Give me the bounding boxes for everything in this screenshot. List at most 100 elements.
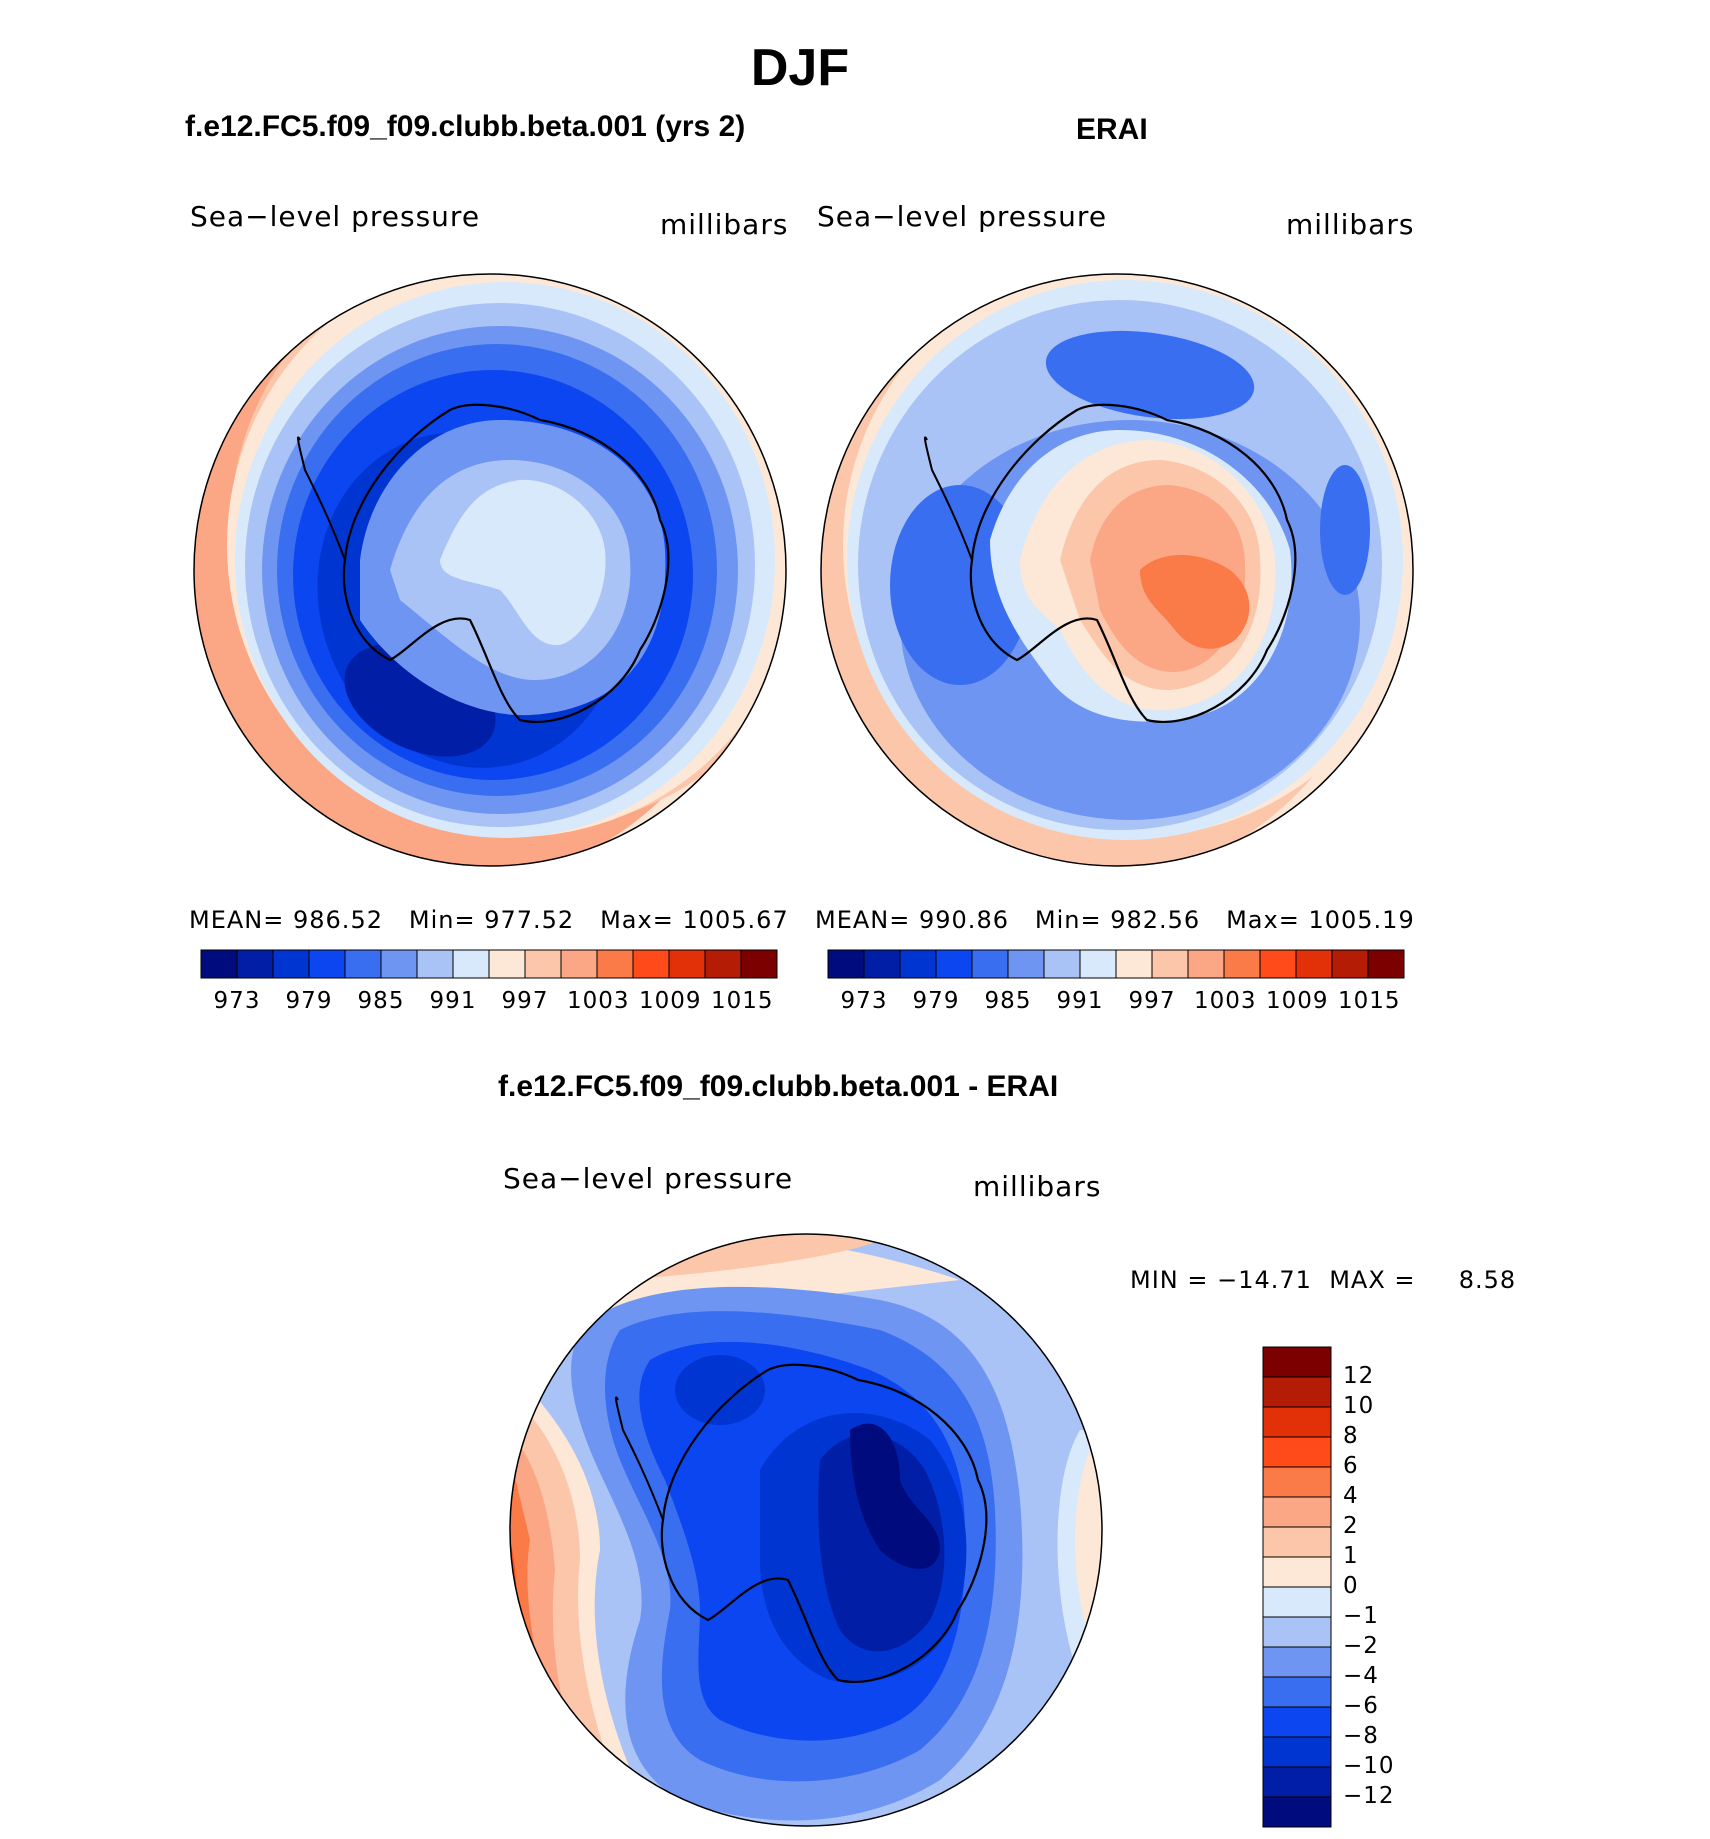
band-fill — [510, 1234, 660, 1826]
colorbar-swatch — [488, 949, 526, 979]
obs-min-value: 982.56 — [1110, 906, 1201, 934]
band-fill — [1320, 465, 1370, 595]
obs-polar-map — [821, 274, 1413, 866]
band-fill — [1045, 330, 1255, 420]
colorbar-tick-label: 997 — [1128, 988, 1176, 1014]
model-units-label: millibars — [660, 208, 789, 241]
colorbar-swatch — [380, 949, 418, 979]
colorbar-swatch — [1151, 949, 1189, 979]
diff-max-value: 8.58 — [1458, 1266, 1517, 1294]
colorbar-tick-label: −6 — [1343, 1693, 1379, 1719]
colorbar-tick-label: 1015 — [711, 988, 774, 1014]
colorbar-swatch — [1262, 1406, 1332, 1438]
colorbar-swatch — [200, 949, 238, 979]
colorbar-tick-label: −4 — [1343, 1663, 1379, 1689]
antarctica-coastline — [969, 403, 1297, 723]
diff-variable-label: Sea−level pressure — [503, 1162, 794, 1195]
obs-max-label: Max= — [1226, 906, 1300, 934]
diff-max-label: MAX = — [1329, 1266, 1416, 1294]
colorbar-swatch — [668, 949, 706, 979]
colorbar-swatch — [1262, 1376, 1332, 1408]
model-max-value: 1005.67 — [682, 906, 789, 934]
colorbar-tick-label: 0 — [1343, 1573, 1359, 1599]
model-mean-value: 986.52 — [293, 906, 383, 934]
obs-map-border — [820, 273, 1414, 867]
colorbar-tick-label: −2 — [1343, 1633, 1379, 1659]
colorbar-swatch — [1259, 949, 1297, 979]
colorbar-swatch — [1262, 1796, 1332, 1828]
obs-units-label: millibars — [1286, 208, 1415, 241]
diff-colorbar — [1262, 1346, 1332, 1828]
colorbar-swatch — [1262, 1706, 1332, 1738]
band-fill — [1140, 555, 1250, 649]
colorbar-tick-label: 979 — [285, 988, 333, 1014]
colorbar-tick-label: 997 — [501, 988, 549, 1014]
colorbar-swatch — [1262, 1346, 1332, 1378]
band-fill-darkest — [850, 1423, 940, 1569]
colorbar-swatch — [827, 949, 865, 979]
obs-max-value: 1005.19 — [1308, 906, 1415, 934]
model-stats: MEAN= 986.52 Min= 977.52 Max= 1005.67 — [189, 906, 789, 934]
colorbar-swatch — [1295, 949, 1333, 979]
colorbar-swatch — [704, 949, 742, 979]
colorbar-tick-label: 8 — [1343, 1423, 1359, 1449]
colorbar-swatch — [344, 949, 382, 979]
colorbar-swatch — [899, 949, 937, 979]
diff-min-label: MIN = — [1130, 1266, 1209, 1294]
colorbar-swatch — [1187, 949, 1225, 979]
model-variable-label: Sea−level pressure — [190, 200, 481, 233]
colorbar-swatch — [560, 949, 598, 979]
colorbar-swatch — [1007, 949, 1045, 979]
colorbar-swatch — [524, 949, 562, 979]
obs-stats: MEAN= 990.86 Min= 982.56 Max= 1005.19 — [815, 906, 1415, 934]
colorbar-tick-label: 4 — [1343, 1483, 1359, 1509]
colorbar-tick-label: 1 — [1343, 1543, 1359, 1569]
colorbar-swatch — [1262, 1586, 1332, 1618]
colorbar-tick-label: 1003 — [1194, 988, 1257, 1014]
colorbar-swatch — [1262, 1496, 1332, 1528]
colorbar-swatch — [1262, 1466, 1332, 1498]
colorbar-swatch — [1262, 1766, 1332, 1798]
colorbar-tick-label: 1015 — [1338, 988, 1401, 1014]
colorbar-tick-label: 973 — [213, 988, 261, 1014]
colorbar-swatch — [416, 949, 454, 979]
colorbar-swatch — [1262, 1436, 1332, 1468]
colorbar-swatch — [1262, 1736, 1332, 1768]
band-fill — [440, 479, 606, 646]
colorbar-tick-label: 10 — [1343, 1393, 1375, 1419]
model-polar-map — [194, 274, 786, 866]
diff-min-value: −14.71 — [1217, 1266, 1312, 1294]
colorbar-swatch — [1043, 949, 1081, 979]
colorbar-swatch — [1223, 949, 1261, 979]
colorbar-swatch — [272, 949, 310, 979]
diff-units-label: millibars — [973, 1170, 1102, 1203]
colorbar-swatch — [1262, 1646, 1332, 1678]
obs-colorbar — [827, 949, 1405, 979]
antarctic-peninsula-coastline — [614, 1396, 664, 1521]
colorbar-tick-label: 2 — [1343, 1513, 1359, 1539]
colorbar-tick-label: 991 — [1056, 988, 1104, 1014]
colorbar-swatch — [308, 949, 346, 979]
colorbar-swatch — [740, 949, 778, 979]
diff-map-border — [509, 1233, 1103, 1827]
model-map-border — [193, 273, 787, 867]
colorbar-swatch — [935, 949, 973, 979]
model-max-label: Max= — [600, 906, 674, 934]
colorbar-swatch — [1079, 949, 1117, 979]
colorbar-tick-label: 991 — [429, 988, 477, 1014]
obs-variable-label: Sea−level pressure — [817, 200, 1108, 233]
colorbar-swatch — [632, 949, 670, 979]
obs-min-label: Min= — [1034, 906, 1102, 934]
model-mean-label: MEAN= — [189, 906, 285, 934]
colorbar-swatch — [971, 949, 1009, 979]
colorbar-tick-label: −12 — [1343, 1783, 1395, 1809]
antarctica-coastline — [660, 1363, 988, 1683]
colorbar-swatch — [1262, 1526, 1332, 1558]
page-title: DJF — [750, 39, 850, 97]
colorbar-swatch — [1262, 1556, 1332, 1588]
model-min-label: Min= — [408, 906, 476, 934]
band-fill — [675, 1355, 765, 1425]
diff-stats: MIN = −14.71 MAX = 8.58 — [1130, 1266, 1516, 1294]
colorbar-tick-label: −8 — [1343, 1723, 1379, 1749]
colorbar-swatch — [863, 949, 901, 979]
